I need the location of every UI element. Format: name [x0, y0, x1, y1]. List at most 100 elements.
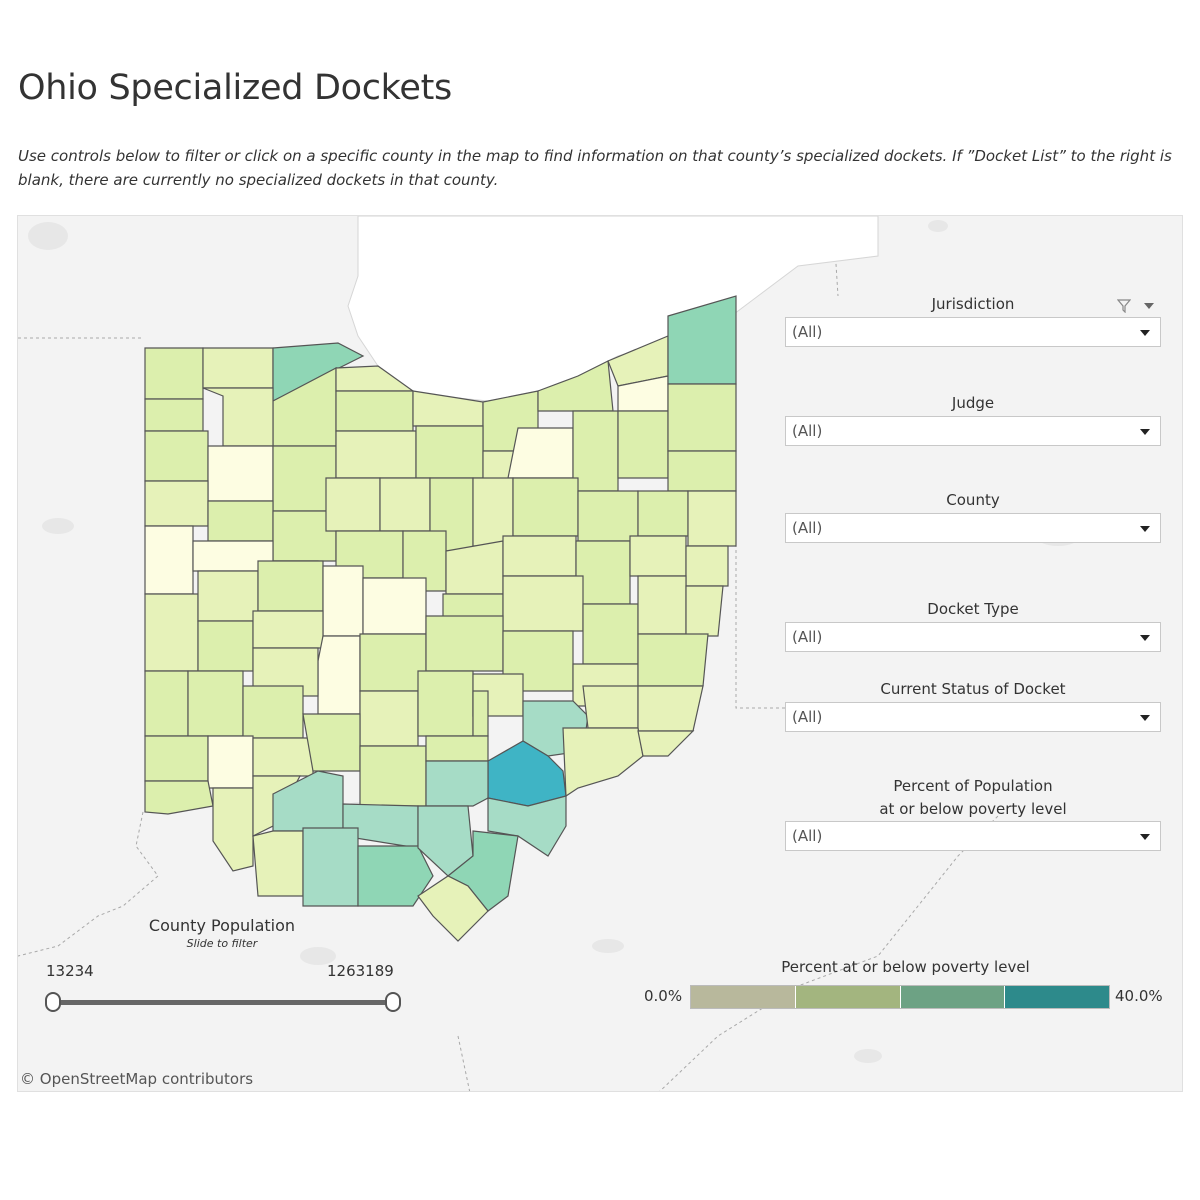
poverty-value: (All): [792, 827, 823, 845]
county[interactable]: [252, 647, 319, 697]
poverty-label-line2: at or below poverty level: [879, 800, 1067, 818]
caret-down-icon: [1140, 429, 1150, 435]
county[interactable]: [502, 575, 584, 632]
county[interactable]: [144, 480, 209, 527]
county[interactable]: [302, 713, 361, 772]
county[interactable]: [537, 360, 614, 412]
population-min-value: 13234: [46, 962, 94, 980]
county[interactable]: [272, 342, 365, 402]
county[interactable]: [512, 477, 579, 537]
county[interactable]: [417, 875, 489, 942]
county[interactable]: [425, 615, 504, 672]
county[interactable]: [207, 445, 274, 502]
county[interactable]: [252, 737, 314, 777]
county[interactable]: [144, 593, 199, 672]
county[interactable]: [144, 735, 209, 782]
county[interactable]: [197, 570, 259, 622]
legend-segment: [899, 986, 1005, 1008]
caret-down-icon: [1140, 635, 1150, 641]
county[interactable]: [637, 685, 704, 732]
ohio-county-map[interactable]: [18, 216, 1183, 1092]
current-status-select[interactable]: (All): [785, 702, 1161, 732]
county[interactable]: [415, 425, 484, 479]
county[interactable]: [425, 760, 489, 807]
county[interactable]: [667, 383, 737, 452]
county[interactable]: [302, 827, 359, 907]
county[interactable]: [417, 670, 474, 737]
county[interactable]: [577, 490, 639, 542]
county[interactable]: [242, 685, 304, 739]
county[interactable]: [187, 670, 244, 737]
county[interactable]: [144, 347, 204, 400]
county[interactable]: [144, 780, 214, 815]
county[interactable]: [637, 490, 689, 537]
county[interactable]: [487, 795, 567, 857]
county[interactable]: [202, 347, 274, 389]
map-attribution[interactable]: © OpenStreetMap contributors: [20, 1070, 254, 1088]
county[interactable]: [207, 735, 254, 789]
county-select[interactable]: (All): [785, 513, 1161, 543]
county[interactable]: [637, 730, 695, 757]
legend-segment: [1004, 986, 1109, 1008]
current-status-value: (All): [792, 708, 823, 726]
county[interactable]: [582, 685, 639, 729]
county[interactable]: [362, 577, 427, 635]
county[interactable]: [144, 398, 204, 432]
county[interactable]: [502, 535, 577, 577]
docket-type-label: Docket Type: [927, 600, 1019, 618]
county[interactable]: [325, 477, 381, 532]
county[interactable]: [202, 387, 274, 447]
current-status-label: Current Status of Docket: [880, 680, 1066, 698]
county[interactable]: [144, 430, 209, 482]
population-slider-low-handle[interactable]: [45, 992, 61, 1012]
county[interactable]: [507, 427, 574, 479]
county[interactable]: [582, 603, 639, 665]
county[interactable]: [562, 727, 644, 798]
population-slider-high-handle[interactable]: [385, 992, 401, 1012]
county[interactable]: [212, 787, 254, 872]
filter-menu-caret-icon[interactable]: [1144, 303, 1154, 309]
legend-segment: [794, 986, 900, 1008]
jurisdiction-select[interactable]: (All): [785, 317, 1161, 347]
county[interactable]: [144, 670, 189, 737]
county[interactable]: [322, 565, 364, 637]
county[interactable]: [472, 690, 489, 737]
county[interactable]: [445, 540, 504, 595]
county[interactable]: [425, 735, 489, 762]
map-panel[interactable]: Jurisdiction (All) Judge (All) County (A…: [17, 215, 1183, 1092]
county[interactable]: [637, 633, 709, 687]
county[interactable]: [357, 845, 434, 907]
county[interactable]: [257, 560, 324, 612]
county[interactable]: [379, 477, 431, 532]
county[interactable]: [207, 500, 274, 542]
county[interactable]: [575, 540, 631, 605]
county[interactable]: [335, 390, 414, 432]
county[interactable]: [667, 450, 737, 492]
county[interactable]: [617, 410, 669, 479]
judge-select[interactable]: (All): [785, 416, 1161, 446]
county-label: County: [946, 491, 1000, 509]
population-slider-label: County Population: [148, 916, 296, 935]
county[interactable]: [335, 430, 417, 479]
county[interactable]: [252, 610, 324, 649]
county[interactable]: [252, 830, 304, 897]
county[interactable]: [685, 585, 724, 637]
county[interactable]: [144, 525, 194, 595]
county[interactable]: [687, 490, 737, 547]
docket-type-select[interactable]: (All): [785, 622, 1161, 652]
docket-type-value: (All): [792, 628, 823, 646]
county[interactable]: [359, 690, 419, 747]
county[interactable]: [685, 545, 729, 587]
population-slider-track[interactable]: [52, 1000, 394, 1005]
county[interactable]: [629, 535, 687, 577]
county[interactable]: [317, 635, 361, 715]
poverty-select[interactable]: (All): [785, 821, 1161, 851]
county[interactable]: [359, 745, 427, 807]
county[interactable]: [197, 620, 254, 672]
county[interactable]: [637, 575, 687, 635]
jurisdiction-value: (All): [792, 323, 823, 341]
county[interactable]: [359, 633, 427, 692]
county[interactable]: [572, 410, 619, 492]
county-layer[interactable]: [144, 295, 737, 942]
filter-funnel-icon[interactable]: [1116, 298, 1132, 317]
